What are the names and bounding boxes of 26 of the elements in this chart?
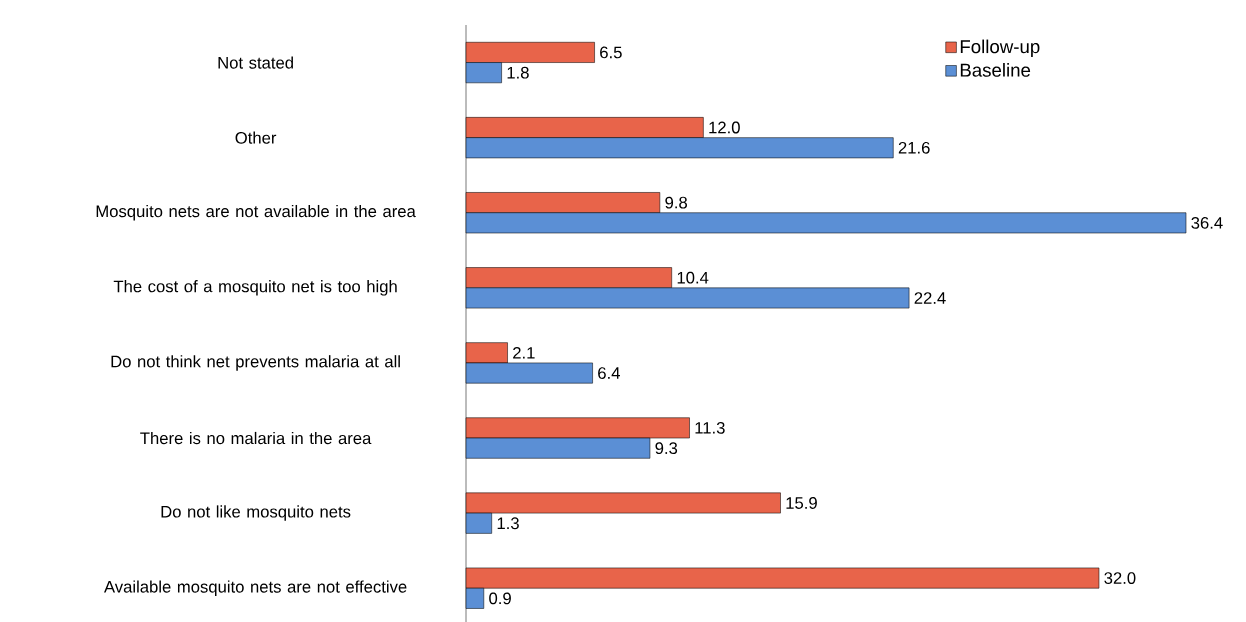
data-label: 11.3 [695, 421, 725, 434]
data-label: 9.8 [665, 196, 688, 209]
data-label: 2.1 [513, 346, 535, 359]
data-label: 1.3 [497, 517, 519, 530]
data-label: 22.4 [914, 292, 946, 304]
data-label: 9.3 [655, 442, 678, 454]
legend-label: Follow-up [960, 39, 1040, 57]
data-label: 21.6 [898, 141, 930, 154]
y-tick-label: There is no malaria in the area [140, 431, 372, 445]
data-label: 6.5 [600, 46, 622, 59]
data-label: 15.9 [786, 496, 817, 509]
data-label: 12.0 [709, 121, 740, 134]
y-tick-label: The cost of a mosquito net is too high [113, 279, 397, 296]
y-tick-label: Do not think net prevents malaria at all [111, 355, 400, 371]
legend-label: Baseline [960, 62, 1031, 77]
data-label: 10.4 [677, 271, 709, 284]
y-tick-label: Other [235, 131, 277, 144]
data-label: 1.8 [507, 66, 529, 79]
y-tick-label: Mosquito nets are not available in the area [96, 204, 416, 221]
data-label: 6.4 [598, 367, 620, 379]
data-label: 32.0 [1104, 572, 1136, 584]
data-label: 0.9 [489, 592, 511, 605]
data-label: 36.4 [1191, 216, 1223, 229]
y-tick-label: Do not like mosquito nets [161, 505, 351, 521]
y-tick-label: Available mosquito nets are not effective [104, 580, 407, 596]
y-tick-label: Not stated [218, 56, 293, 69]
